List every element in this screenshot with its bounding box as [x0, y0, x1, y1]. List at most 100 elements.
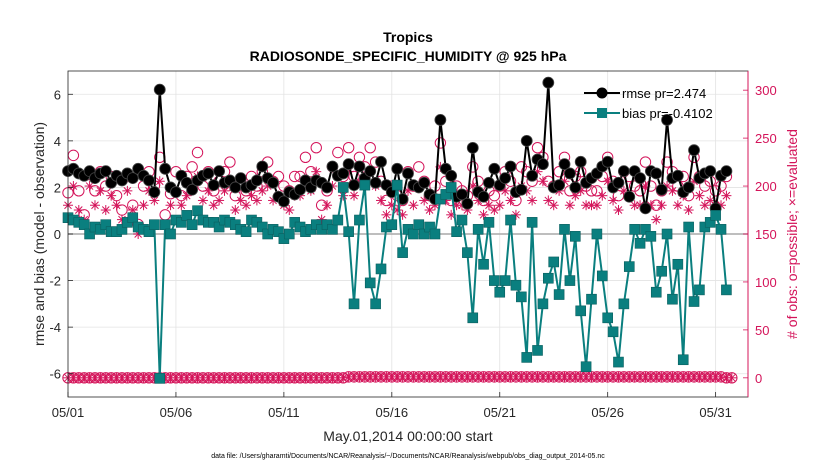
obs-evaluated-low-marker — [505, 371, 516, 382]
obs-evaluated-marker-stroke — [582, 201, 590, 210]
y-tick-label: 4 — [54, 134, 61, 149]
rmse-point — [170, 186, 182, 198]
axes-layer: 05/01 05/06 05/11 05/16 05/21 05/26 05/31 -6 -4 -… — [49, 71, 777, 420]
obs-evaluated-low-marker-stroke — [74, 373, 83, 382]
obs-evaluated-marker — [586, 200, 597, 211]
bias-point — [364, 277, 376, 289]
rmse-point — [326, 160, 339, 173]
bias-point — [445, 182, 457, 193]
bias-point — [370, 298, 381, 310]
obs-evaluated-marker — [608, 195, 619, 206]
obs-evaluated-marker — [651, 214, 662, 225]
obs-evaluated-low-marker-stroke — [620, 373, 628, 381]
obs-evaluated-low-marker-stroke — [182, 373, 191, 382]
rmse-point — [483, 176, 495, 189]
obs-evaluated-marker — [613, 205, 624, 216]
obs-evaluated-low-marker-stroke — [663, 373, 671, 381]
obs-evaluated-marker-stroke — [155, 177, 164, 186]
obs-evaluated-low-marker-stroke — [371, 373, 380, 381]
obs-evaluated-low-marker-stroke — [522, 373, 531, 381]
bias-point — [591, 228, 603, 240]
y2-tick-label: 150 — [755, 227, 777, 242]
y-tick-label: -4 — [49, 320, 61, 335]
bias-point — [348, 298, 360, 310]
obs-evaluated-marker — [629, 200, 640, 211]
obs-evaluated-marker — [149, 195, 160, 206]
rmse-point — [159, 162, 172, 175]
obs-evaluated-low-marker — [343, 371, 354, 382]
rmse-point — [267, 176, 279, 189]
obs-evaluated-marker — [564, 200, 575, 211]
obs-evaluated-marker-stroke — [506, 196, 515, 205]
bias-point — [283, 228, 295, 240]
obs-evaluated-marker-stroke — [74, 206, 83, 214]
obs-evaluated-marker — [73, 205, 84, 216]
obs-possible-marker — [288, 170, 301, 183]
obs-evaluated-marker-stroke — [668, 186, 677, 195]
bias-point — [256, 221, 268, 233]
bias-point — [213, 221, 225, 233]
obs-evaluated-marker-stroke — [150, 196, 159, 205]
obs-evaluated-marker — [581, 200, 592, 211]
bias-point — [499, 275, 511, 286]
chart-title: Tropics — [383, 29, 433, 45]
obs-evaluated-marker — [84, 181, 95, 192]
bias-point — [127, 212, 139, 223]
obs-evaluated-marker-stroke — [576, 186, 585, 195]
rmse-point — [466, 141, 479, 154]
obs-evaluated-marker — [230, 205, 241, 216]
obs-evaluated-marker-stroke — [215, 196, 223, 205]
obs-evaluated-marker — [419, 195, 430, 206]
bias-point — [570, 231, 581, 242]
obs-evaluated-low-marker-stroke — [684, 373, 693, 381]
obs-evaluated-marker — [138, 200, 149, 211]
obs-evaluated-low-marker-stroke — [387, 373, 396, 381]
obs-evaluated-low-marker-stroke — [123, 373, 132, 382]
obs-possible-marker — [639, 156, 652, 168]
bias-point — [451, 226, 462, 237]
obs-evaluated-low-marker-stroke — [501, 373, 509, 381]
bias-point — [78, 219, 90, 230]
obs-evaluated-marker-stroke — [549, 201, 558, 210]
y-tick-label: -6 — [49, 367, 61, 382]
bias-point — [456, 214, 468, 226]
bias-point — [386, 219, 398, 230]
obs-evaluated-low-marker-stroke — [128, 373, 137, 382]
obs-evaluated-low-marker — [138, 372, 149, 383]
obs-evaluated-low-marker — [322, 372, 333, 383]
obs-evaluated-low-marker-stroke — [512, 373, 520, 381]
obs-evaluated-low-marker-stroke — [177, 373, 186, 382]
rmse-point — [623, 190, 636, 203]
bias-point — [645, 231, 657, 242]
bias-point — [575, 305, 586, 317]
obs-evaluated-marker — [683, 205, 694, 216]
rmse-point — [402, 167, 414, 180]
bias-point — [704, 217, 716, 228]
obs-evaluated-low-marker — [332, 372, 343, 383]
obs-evaluated-low-marker — [376, 371, 387, 382]
bias-point — [580, 361, 592, 373]
rmse-point — [396, 193, 409, 205]
obs-evaluated-marker-stroke — [695, 191, 704, 200]
y-tick-label: 6 — [54, 87, 61, 102]
y2-tick-label: 0 — [755, 371, 762, 386]
rmse-point — [369, 176, 382, 189]
y-tick-label: 2 — [54, 180, 61, 195]
rmse-point — [342, 158, 355, 171]
obs-evaluated-marker-stroke — [107, 191, 116, 200]
obs-evaluated-low-marker-stroke — [139, 373, 148, 382]
obs-evaluated-marker-stroke — [128, 206, 137, 214]
obs-evaluated-marker-stroke — [587, 201, 596, 210]
obs-evaluated-low-marker-stroke — [458, 373, 466, 381]
bias-point — [462, 247, 473, 258]
legend-bias-label: bias pr=-0.4102 — [622, 106, 713, 121]
obs-evaluated-low-marker-stroke — [258, 373, 267, 382]
obs-evaluated-marker — [597, 190, 608, 201]
obs-evaluated-marker-stroke — [139, 201, 148, 210]
obs-evaluated-low-marker-stroke — [544, 373, 553, 381]
obs-evaluated-marker-stroke — [409, 201, 418, 210]
obs-evaluated-low-marker-stroke — [679, 373, 688, 381]
bias-point — [489, 275, 500, 286]
bias-point — [548, 256, 560, 268]
bias-series-layer — [62, 179, 732, 384]
